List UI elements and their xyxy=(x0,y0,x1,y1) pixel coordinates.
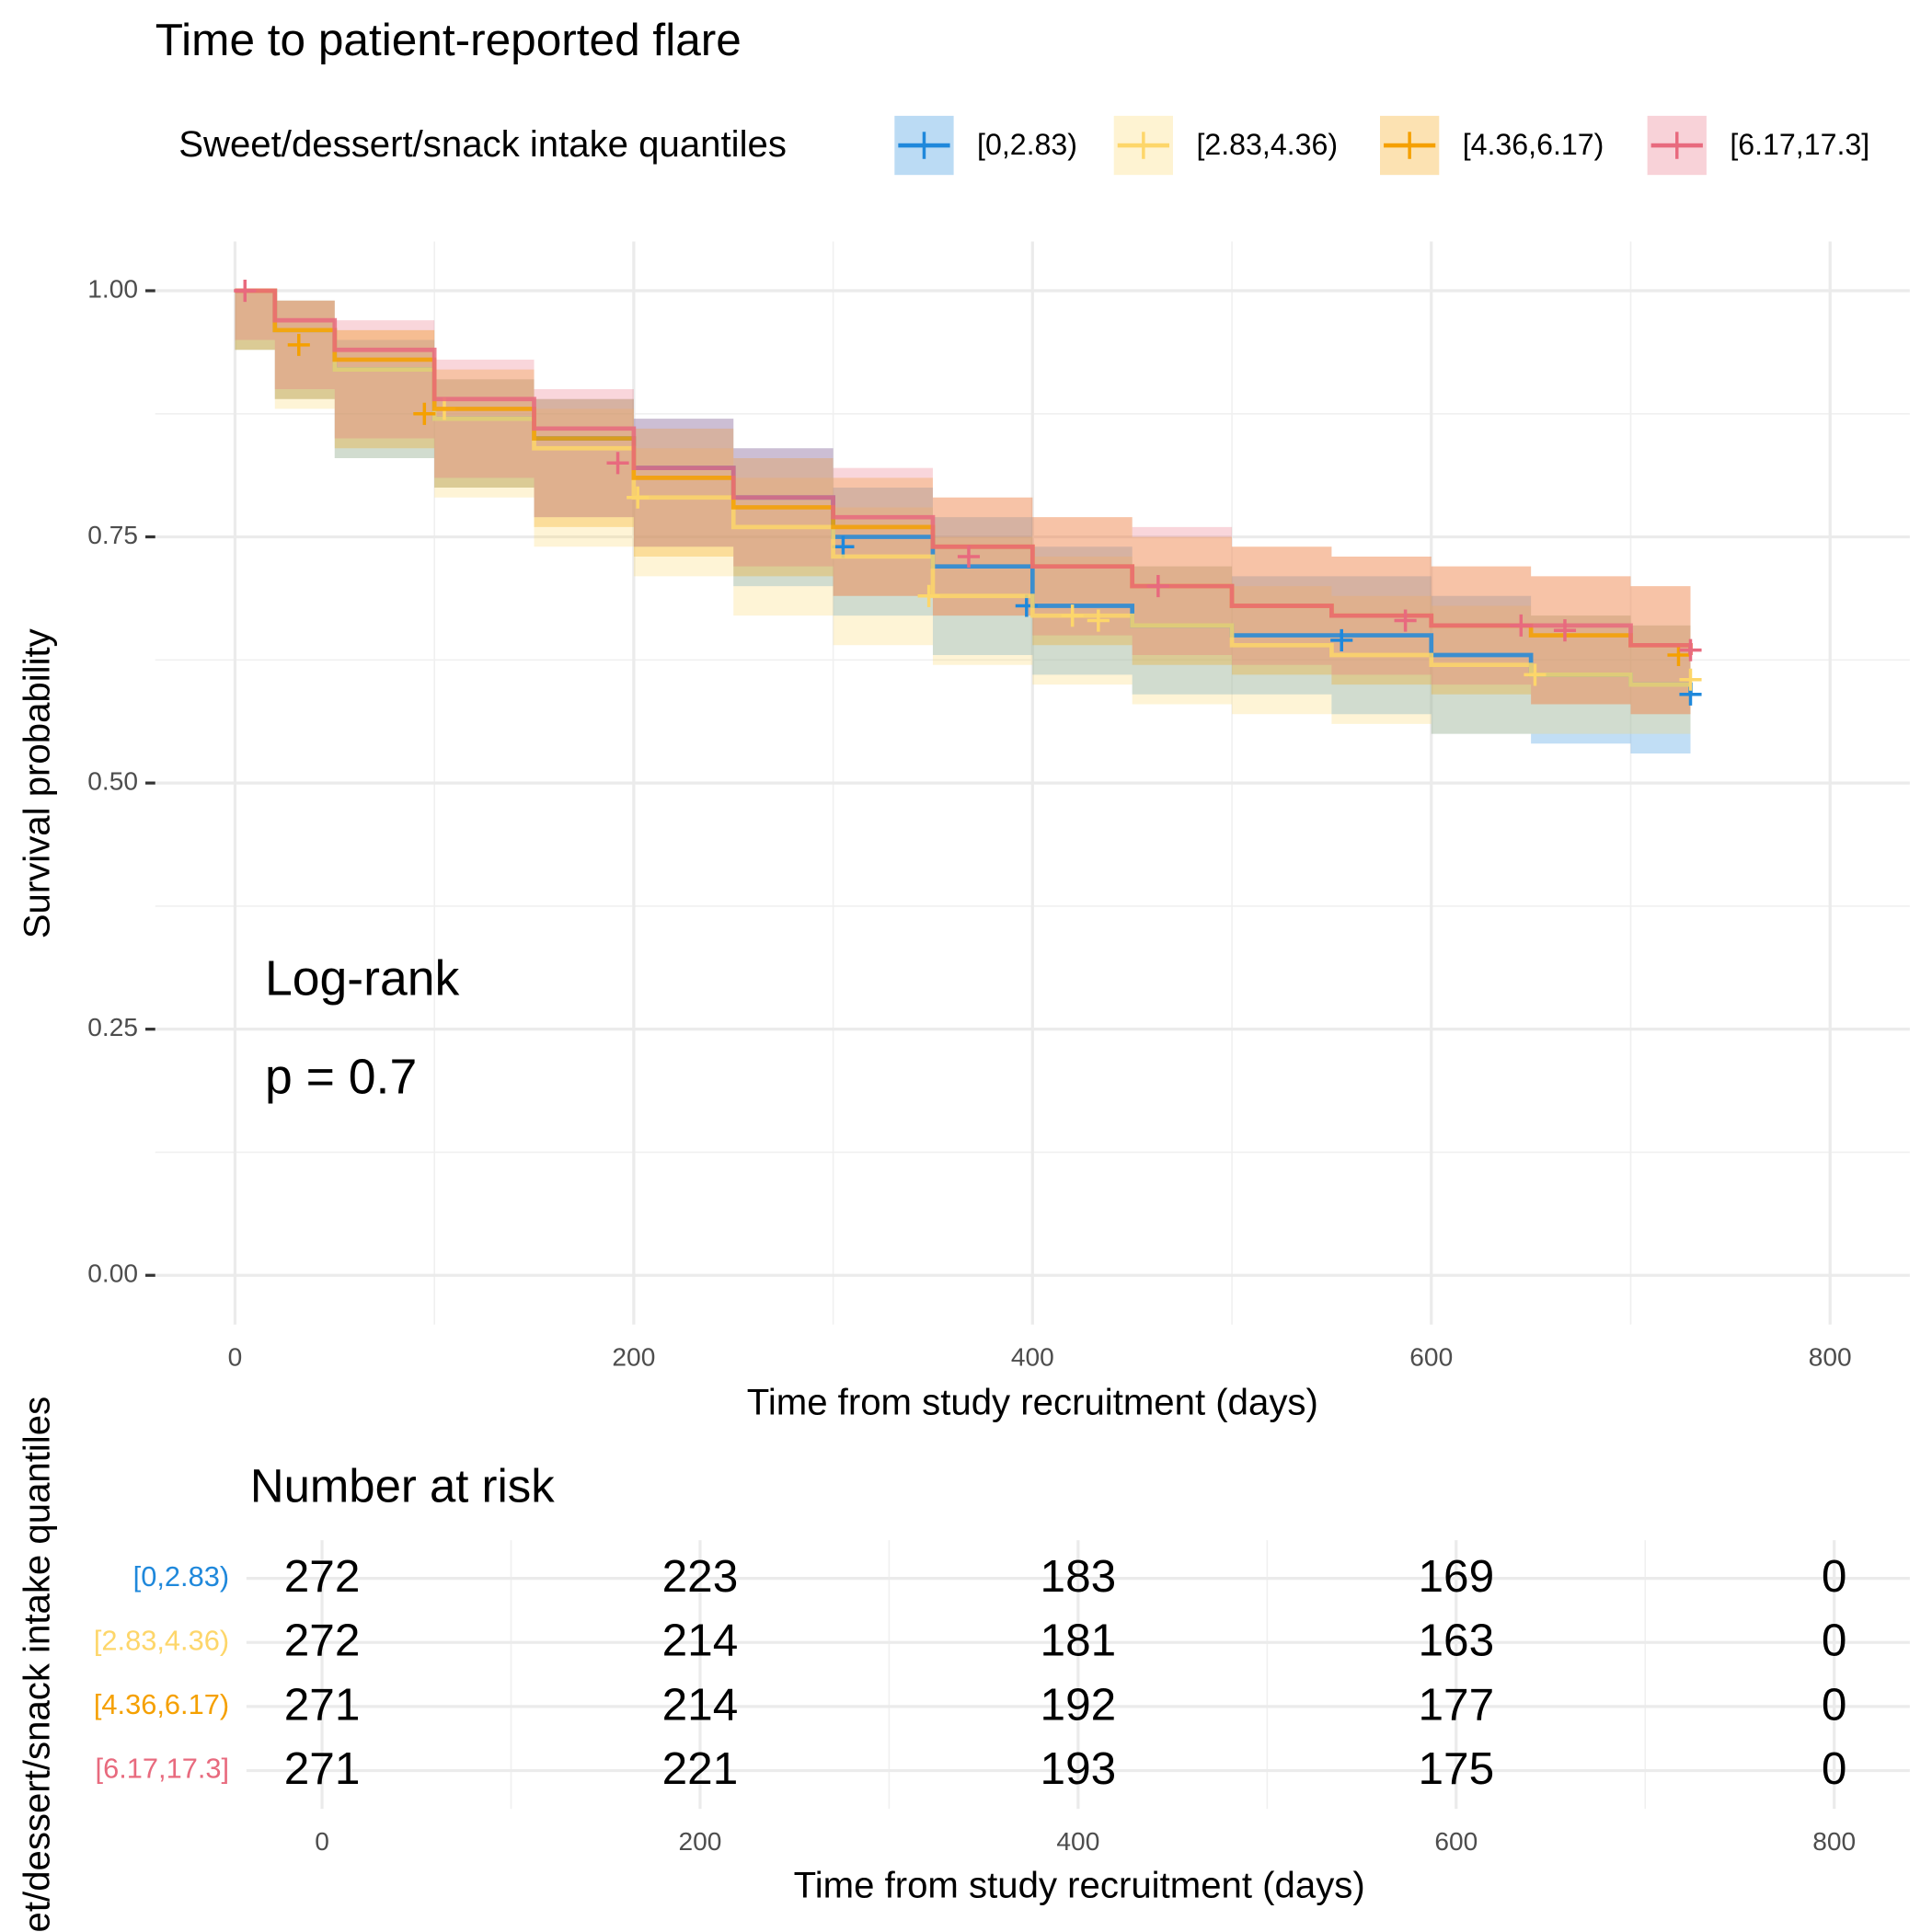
censor-mark xyxy=(1061,604,1084,627)
survival-line xyxy=(235,288,1693,655)
risk-count: 163 xyxy=(1418,1615,1494,1666)
row-label: [0,2.83) xyxy=(133,1560,229,1593)
risk-count: 177 xyxy=(1418,1678,1494,1730)
x-tick-label: 400 xyxy=(1056,1827,1099,1856)
row-label: [6.17,17.3] xyxy=(96,1753,230,1785)
risk-count: 175 xyxy=(1418,1742,1494,1794)
risk-count: 214 xyxy=(662,1615,739,1666)
risk-count: 214 xyxy=(662,1678,739,1730)
risk-count: 221 xyxy=(662,1742,739,1794)
row-label: [4.36,6.17) xyxy=(94,1688,229,1720)
risk-count: 0 xyxy=(1822,1742,1847,1794)
row-label: [2.83,4.36) xyxy=(94,1624,229,1656)
y-tick-label: 0.50 xyxy=(87,767,138,796)
risk-count: 181 xyxy=(1041,1615,1117,1666)
x-tick-label: 0 xyxy=(315,1827,329,1856)
legend-label: [6.17,17.3] xyxy=(1730,128,1869,161)
x-axis-title: Time from study recruitment (days) xyxy=(747,1381,1318,1422)
x-tick-label: 600 xyxy=(1434,1827,1478,1856)
confidence-band xyxy=(235,291,1691,715)
risk-count: 192 xyxy=(1041,1678,1117,1730)
censor-mark xyxy=(1146,575,1169,598)
confidence-band xyxy=(235,291,1691,734)
risk-count: 193 xyxy=(1041,1742,1117,1794)
risk-count: 271 xyxy=(284,1678,361,1730)
risk-count: 0 xyxy=(1822,1615,1847,1666)
x-tick-label: 800 xyxy=(1812,1827,1856,1856)
plot-area: 0.00 0.25 0.50 0.75 1.00 0 200 400 600 800 xyxy=(87,241,1910,1372)
risk-count: 223 xyxy=(662,1550,739,1602)
censor-mark xyxy=(1330,628,1353,651)
censor-mark xyxy=(287,333,310,356)
y-tick-label: 0.25 xyxy=(87,1013,138,1041)
risk-count: 0 xyxy=(1822,1678,1847,1730)
y-tick-label: 0.75 xyxy=(87,521,138,549)
censor-mark xyxy=(413,402,436,425)
censor-mark xyxy=(1394,609,1417,632)
x-tick-label: 800 xyxy=(1809,1343,1852,1372)
risk-count: 272 xyxy=(284,1615,361,1666)
x-axis-title: Time from study recruitment (days) xyxy=(794,1864,1365,1905)
x-tick-label: 400 xyxy=(1011,1343,1054,1372)
censor-mark xyxy=(1524,663,1547,686)
x-tick-label: 600 xyxy=(1409,1343,1453,1372)
risk-count: 169 xyxy=(1418,1550,1494,1602)
censor-mark xyxy=(606,452,629,475)
risk-table-title: Number at risk xyxy=(250,1460,555,1512)
censor-mark xyxy=(957,545,981,569)
censor-mark xyxy=(1510,614,1533,637)
legend-label: [0,2.83) xyxy=(977,128,1077,161)
annotation: p = 0.7 xyxy=(265,1051,417,1105)
y-tick-label: 0.00 xyxy=(87,1259,138,1288)
x-tick-label: 0 xyxy=(228,1343,243,1372)
chart-title: Time to patient-reported flare xyxy=(155,14,742,65)
legend-label: [4.36,6.17) xyxy=(1463,128,1604,161)
censor-mark xyxy=(1679,638,1702,661)
risk-table: 0 200 400 600 800 [0,2.83) 272 223 183 169 0 [2.83,… xyxy=(94,1540,1910,1856)
x-tick-label: 200 xyxy=(612,1343,655,1372)
risk-count: 271 xyxy=(284,1742,361,1794)
confidence-band xyxy=(235,291,1691,754)
censor-mark xyxy=(917,584,940,607)
censor-mark xyxy=(832,535,855,558)
legend-label: [2.83,4.36) xyxy=(1196,128,1338,161)
y-axis-title: Survival probability xyxy=(16,628,57,938)
censor-mark xyxy=(1667,643,1690,667)
risk-count: 272 xyxy=(284,1550,361,1602)
risk-count: 0 xyxy=(1822,1550,1847,1602)
censor-mark xyxy=(1553,619,1577,642)
censor-mark xyxy=(627,486,650,509)
censor-mark xyxy=(1679,668,1702,691)
censor-mark xyxy=(234,279,257,303)
y-tick-label: 1.00 xyxy=(87,274,138,303)
x-tick-label: 200 xyxy=(679,1827,722,1856)
legend-title: Sweet/dessert/snack intake quantiles xyxy=(178,123,787,165)
y-axis-title: Sweet/dessert/snack intake quantiles xyxy=(16,1397,57,1932)
confidence-band xyxy=(235,291,1691,715)
annotation: Log-rank xyxy=(265,952,460,1006)
censor-mark xyxy=(1087,609,1110,632)
risk-count: 183 xyxy=(1041,1550,1117,1602)
